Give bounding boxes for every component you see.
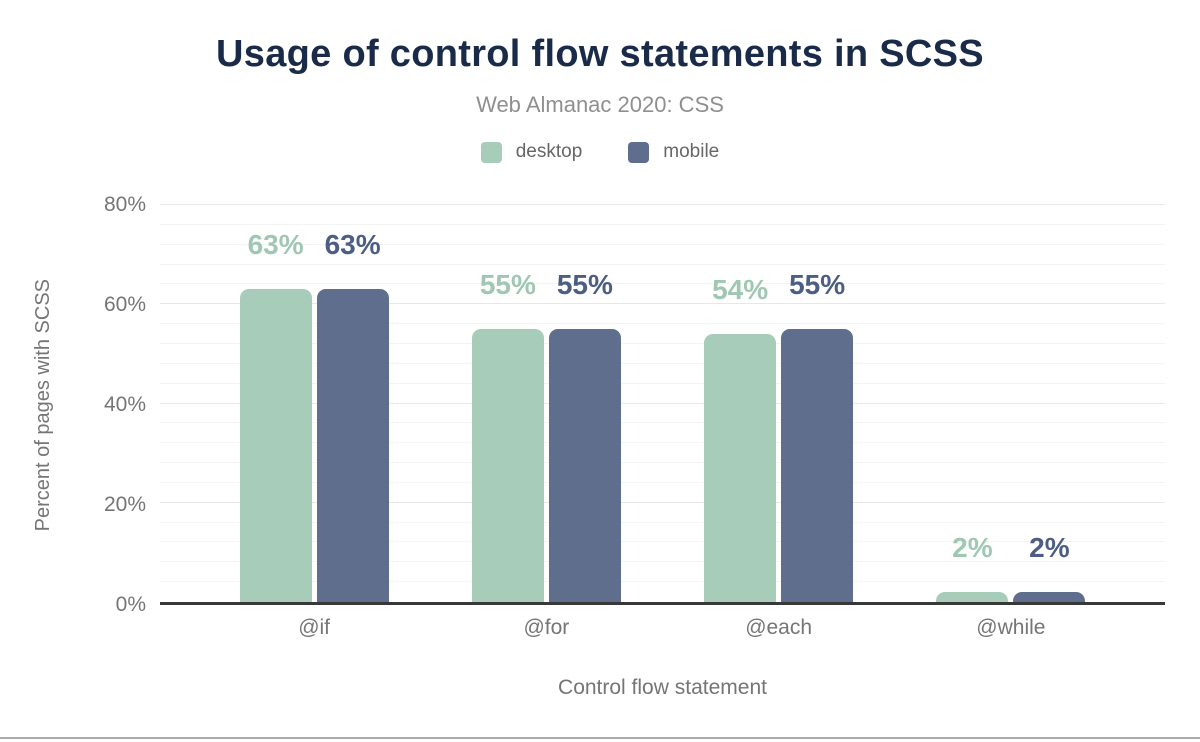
bar-group-each: 54% 55% — [663, 205, 895, 602]
gridline-minor — [160, 521, 1165, 523]
bar-value-label: 55% — [556, 269, 613, 301]
gridline-minor — [160, 223, 1165, 225]
gridline-minor — [160, 481, 1165, 483]
bar-column: 2% — [936, 205, 1009, 602]
bar-column: 54% — [704, 205, 777, 602]
gridline-minor — [160, 442, 1165, 444]
legend: desktop mobile — [0, 141, 1200, 163]
legend-swatch-desktop — [480, 141, 502, 163]
bar-value-label: 55% — [789, 269, 846, 301]
plot-area: 63% 63% 55% 55% 54% 55% 2% 2% — [160, 204, 1165, 605]
gridline-minor — [160, 362, 1165, 364]
legend-swatch-mobile — [628, 141, 650, 163]
x-axis-title: Control flow statement — [558, 676, 767, 699]
bar-column: 2% — [1013, 205, 1086, 602]
bar-mobile-for — [548, 329, 621, 602]
gridline-major — [160, 303, 1165, 305]
gridline-minor — [160, 323, 1165, 325]
x-tick-label-for: @for — [523, 616, 570, 639]
gridline-minor — [160, 243, 1165, 245]
bar-value-label: 2% — [952, 532, 993, 564]
gridline-major — [160, 501, 1165, 503]
bar-group-if: 63% 63% — [198, 205, 430, 602]
gridline-minor — [160, 561, 1165, 563]
x-axis-ticks: @if @for @each @while — [160, 616, 1165, 640]
bar-mobile-if — [316, 289, 389, 602]
gridline-major — [160, 204, 1165, 205]
bar-value-label: 63% — [324, 229, 381, 261]
bar-value-label: 63% — [247, 229, 304, 261]
bar-desktop-while — [936, 592, 1009, 602]
y-tick-label: 40% — [103, 393, 146, 416]
y-tick-label: 60% — [103, 293, 146, 316]
bar-column: 55% — [781, 205, 854, 602]
gridline-minor — [160, 342, 1165, 344]
y-tick-label: 0% — [115, 593, 146, 616]
bar-column: 63% — [239, 205, 312, 602]
legend-item-mobile: mobile — [628, 141, 719, 163]
y-axis-ticks: 0% 20% 40% 60% 80% — [0, 193, 146, 616]
gridline-minor — [160, 283, 1165, 285]
bar-group-for: 55% 55% — [430, 205, 662, 602]
bar-mobile-each — [781, 329, 854, 602]
legend-label: desktop — [515, 141, 583, 162]
bar-group-while: 2% 2% — [895, 205, 1127, 602]
gridline-minor — [160, 422, 1165, 424]
bar-mobile-while — [1013, 592, 1086, 602]
gridline-minor — [160, 382, 1165, 384]
gridline-major — [160, 402, 1165, 404]
gridline-minor — [160, 541, 1165, 543]
gridline-minor — [160, 581, 1165, 583]
x-tick-label-while: @while — [976, 616, 1046, 639]
bar-groups: 63% 63% 55% 55% 54% 55% 2% 2% — [160, 205, 1165, 602]
bar-column: 55% — [548, 205, 621, 602]
bar-column: 63% — [316, 205, 389, 602]
chart-subtitle: Web Almanac 2020: CSS — [476, 92, 724, 117]
y-tick-label: 80% — [103, 193, 146, 216]
legend-item-desktop: desktop — [480, 141, 583, 163]
bar-desktop-for — [471, 329, 544, 602]
bar-column: 55% — [471, 205, 544, 602]
legend-label: mobile — [663, 141, 720, 162]
x-tick-label-if: @if — [298, 616, 331, 639]
bar-value-label: 2% — [1029, 532, 1070, 564]
bar-desktop-each — [704, 334, 777, 602]
x-tick-label-each: @each — [745, 616, 813, 639]
bottom-divider — [0, 737, 1200, 739]
gridline-minor — [160, 462, 1165, 464]
bar-desktop-if — [239, 289, 312, 602]
bar-value-label: 54% — [712, 274, 769, 306]
bar-value-label: 55% — [479, 269, 536, 301]
chart-title: Usage of control flow statements in SCSS — [216, 33, 984, 75]
y-tick-label: 20% — [103, 493, 146, 516]
gridline-minor — [160, 263, 1165, 265]
